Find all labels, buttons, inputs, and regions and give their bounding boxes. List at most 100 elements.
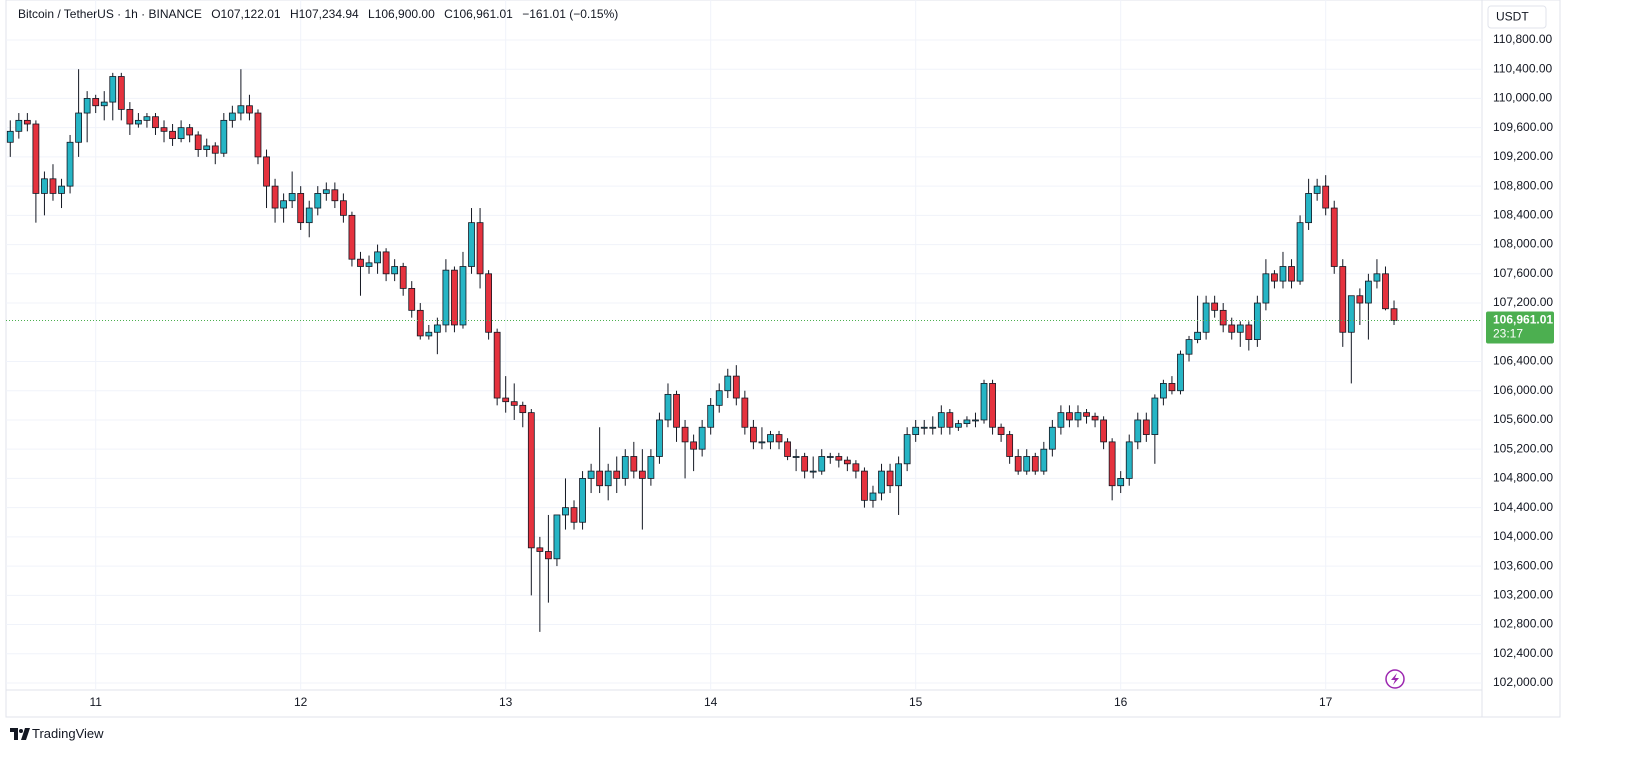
candle-body — [1168, 383, 1176, 392]
candle-body — [647, 456, 655, 479]
tradingview-logo[interactable] — [10, 728, 30, 740]
candle-body — [391, 266, 399, 275]
candle-body — [946, 412, 954, 428]
y-tick-label: 104,000.00 — [1493, 529, 1553, 543]
candle-body — [186, 127, 194, 136]
candle-body — [604, 470, 612, 487]
candle-body — [1373, 273, 1381, 282]
candle-body — [117, 76, 125, 110]
candle-body — [280, 200, 287, 209]
candle-body — [767, 434, 774, 443]
y-tick-label: 108,400.00 — [1493, 208, 1553, 222]
y-tick-label: 105,600.00 — [1493, 412, 1553, 426]
ohlc-value: 106,900.00 — [374, 7, 435, 21]
candle-body — [912, 426, 920, 435]
candle-body — [878, 470, 885, 494]
candle-body — [357, 258, 364, 267]
symbol: Bitcoin / TetherUS · 1h · BINANCE — [18, 7, 202, 21]
candle-body — [587, 470, 595, 479]
candle-body — [66, 141, 74, 187]
candle-body — [715, 390, 723, 406]
candle-body — [348, 214, 356, 260]
candle-body — [211, 145, 219, 154]
candle-body — [468, 222, 475, 267]
candle-body — [980, 383, 988, 421]
candle-body — [442, 269, 450, 326]
candle-body — [843, 459, 851, 465]
candle-body — [399, 266, 407, 289]
candle-body — [476, 222, 484, 275]
currency-box[interactable] — [1487, 5, 1547, 29]
candle-body — [818, 456, 826, 472]
candle-body — [638, 470, 646, 479]
candle-body — [792, 456, 800, 458]
candle-body — [1142, 419, 1150, 435]
y-tick-label: 109,200.00 — [1493, 149, 1553, 163]
candle-body — [1228, 324, 1236, 333]
candle-body — [246, 105, 253, 114]
candle-body — [963, 419, 971, 425]
lightning-icon[interactable] — [1385, 669, 1405, 689]
candle-body — [1134, 419, 1142, 443]
candle-body — [58, 185, 65, 194]
header: Bitcoin / TetherUS · 1h · BINANCE O107,1… — [18, 7, 618, 21]
candle-body — [75, 112, 82, 143]
candle-body — [955, 423, 962, 428]
candle-body — [775, 434, 783, 443]
y-tick-label: 108,000.00 — [1493, 237, 1553, 251]
candle-body — [1006, 434, 1014, 457]
x-tick-label: 11 — [89, 695, 102, 709]
candle-body — [365, 262, 373, 267]
candle-body — [126, 108, 134, 125]
x-tick-label: 16 — [1114, 695, 1128, 709]
candle-body — [1211, 302, 1219, 311]
candle-body — [41, 178, 48, 194]
candle-body — [1125, 441, 1133, 479]
candle-body — [331, 189, 339, 202]
candle-body — [1245, 324, 1253, 340]
candle-body — [314, 193, 322, 209]
candle-body — [493, 331, 501, 399]
candle-body — [459, 266, 467, 326]
y-tick-label: 102,800.00 — [1493, 617, 1553, 631]
candle-body — [929, 426, 937, 429]
candle-body — [1083, 412, 1090, 417]
candle-body — [228, 112, 236, 121]
candle-body — [621, 456, 629, 479]
candle-body — [160, 127, 168, 132]
candle-body — [1057, 412, 1065, 428]
y-tick-label: 102,000.00 — [1493, 675, 1553, 689]
candle-body — [1288, 266, 1295, 282]
candle-body — [374, 251, 381, 264]
candle-body — [502, 397, 510, 403]
y-tick-label: 106,400.00 — [1493, 354, 1553, 368]
candle-body — [15, 119, 23, 132]
candle-body — [1365, 280, 1372, 304]
candle-body — [630, 456, 638, 472]
candle-body — [109, 76, 117, 103]
candle-body — [92, 98, 100, 107]
candle-body — [1202, 302, 1210, 333]
candle-body — [100, 101, 108, 107]
candle-body — [1074, 412, 1082, 421]
candle-body — [6, 130, 14, 143]
candle-body — [801, 456, 809, 472]
currency: USDT — [1496, 10, 1529, 24]
candle-body — [545, 551, 552, 560]
candle-body — [861, 470, 868, 501]
candle-body — [1347, 295, 1355, 333]
y-tick-label: 105,200.00 — [1493, 441, 1553, 455]
candle-body — [886, 470, 894, 487]
y-tick-label: 103,200.00 — [1493, 588, 1553, 602]
ohlc-key: O — [211, 7, 221, 21]
candle-body — [536, 547, 544, 552]
candle-body — [1100, 419, 1107, 443]
candle-body — [510, 401, 518, 406]
candle-body — [758, 441, 766, 444]
candle-body — [297, 193, 305, 224]
candle-body — [1313, 185, 1321, 194]
candle-body — [579, 478, 586, 523]
candle-body — [83, 98, 91, 114]
candle-body — [724, 375, 732, 392]
